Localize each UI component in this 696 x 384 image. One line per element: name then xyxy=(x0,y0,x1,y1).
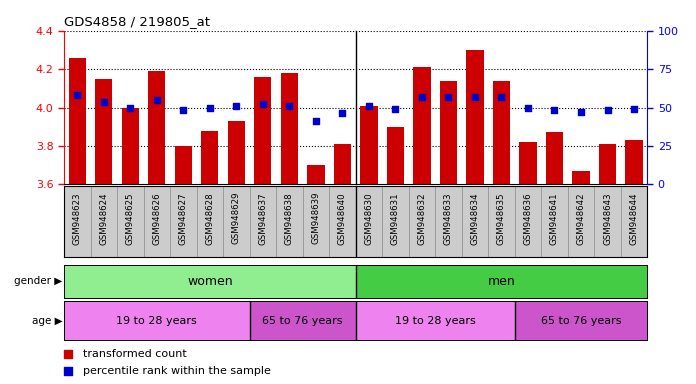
Point xyxy=(125,104,136,111)
Bar xyxy=(122,108,139,184)
Bar xyxy=(356,265,647,298)
Bar xyxy=(307,165,324,184)
Text: men: men xyxy=(488,275,515,288)
Bar xyxy=(413,67,431,184)
Bar xyxy=(515,301,647,340)
Text: women: women xyxy=(187,275,232,288)
Bar xyxy=(148,71,166,184)
Point xyxy=(390,106,401,113)
Point xyxy=(205,104,216,111)
Point xyxy=(416,94,427,100)
Text: 65 to 76 years: 65 to 76 years xyxy=(262,316,343,326)
Point xyxy=(231,103,242,109)
Bar xyxy=(95,79,113,184)
Text: GSM948629: GSM948629 xyxy=(232,192,241,245)
Point xyxy=(523,105,534,111)
Bar xyxy=(201,131,219,184)
Bar xyxy=(64,301,250,340)
Text: GSM948631: GSM948631 xyxy=(391,192,400,245)
Bar xyxy=(440,81,457,184)
Point xyxy=(310,118,322,124)
Text: GSM948637: GSM948637 xyxy=(258,192,267,245)
Bar xyxy=(250,301,356,340)
Bar xyxy=(466,50,484,184)
Point xyxy=(549,107,560,113)
Point xyxy=(443,94,454,100)
Point xyxy=(151,97,162,103)
Bar xyxy=(356,301,515,340)
Point xyxy=(602,107,613,113)
Text: GSM948636: GSM948636 xyxy=(523,192,532,245)
Bar xyxy=(64,265,356,298)
Text: GSM948630: GSM948630 xyxy=(365,192,374,245)
Bar xyxy=(493,81,510,184)
Text: age ▶: age ▶ xyxy=(32,316,63,326)
Text: percentile rank within the sample: percentile rank within the sample xyxy=(83,366,271,376)
Bar xyxy=(280,73,298,184)
Text: GSM948635: GSM948635 xyxy=(497,192,506,245)
Text: GSM948639: GSM948639 xyxy=(311,192,320,245)
Text: GSM948623: GSM948623 xyxy=(73,192,82,245)
Bar xyxy=(387,127,404,184)
Point xyxy=(337,110,348,116)
Bar xyxy=(334,144,351,184)
Text: 19 to 28 years: 19 to 28 years xyxy=(116,316,197,326)
Text: GSM948641: GSM948641 xyxy=(550,192,559,245)
Text: GSM948638: GSM948638 xyxy=(285,192,294,245)
Text: GSM948626: GSM948626 xyxy=(152,192,161,245)
Text: GSM948625: GSM948625 xyxy=(126,192,135,245)
Point xyxy=(469,94,480,100)
Point xyxy=(576,109,587,115)
Bar xyxy=(254,77,271,184)
Text: 65 to 76 years: 65 to 76 years xyxy=(541,316,622,326)
Text: GSM948640: GSM948640 xyxy=(338,192,347,245)
Point xyxy=(258,101,269,107)
Point xyxy=(63,351,74,357)
Bar xyxy=(361,106,377,184)
Point xyxy=(63,368,74,374)
Bar xyxy=(228,121,245,184)
Text: GSM948632: GSM948632 xyxy=(418,192,427,245)
Bar xyxy=(519,142,537,184)
Text: GSM948624: GSM948624 xyxy=(100,192,109,245)
Point xyxy=(496,94,507,100)
Bar xyxy=(626,140,642,184)
Point xyxy=(98,99,109,105)
Point xyxy=(177,107,189,113)
Text: GSM948634: GSM948634 xyxy=(470,192,480,245)
Text: GSM948633: GSM948633 xyxy=(444,192,453,245)
Text: gender ▶: gender ▶ xyxy=(15,276,63,286)
Point xyxy=(72,92,83,98)
Bar xyxy=(175,146,192,184)
Point xyxy=(284,103,295,109)
Point xyxy=(363,103,374,109)
Text: GSM948643: GSM948643 xyxy=(603,192,612,245)
Text: 19 to 28 years: 19 to 28 years xyxy=(395,316,475,326)
Bar xyxy=(546,132,563,184)
Point xyxy=(628,106,640,112)
Text: GDS4858 / 219805_at: GDS4858 / 219805_at xyxy=(64,15,210,28)
Text: GSM948628: GSM948628 xyxy=(205,192,214,245)
Text: transformed count: transformed count xyxy=(83,349,187,359)
Text: GSM948627: GSM948627 xyxy=(179,192,188,245)
Text: GSM948644: GSM948644 xyxy=(629,192,638,245)
Bar xyxy=(69,58,86,184)
Bar xyxy=(599,144,616,184)
Text: GSM948642: GSM948642 xyxy=(576,192,585,245)
Bar xyxy=(572,171,590,184)
